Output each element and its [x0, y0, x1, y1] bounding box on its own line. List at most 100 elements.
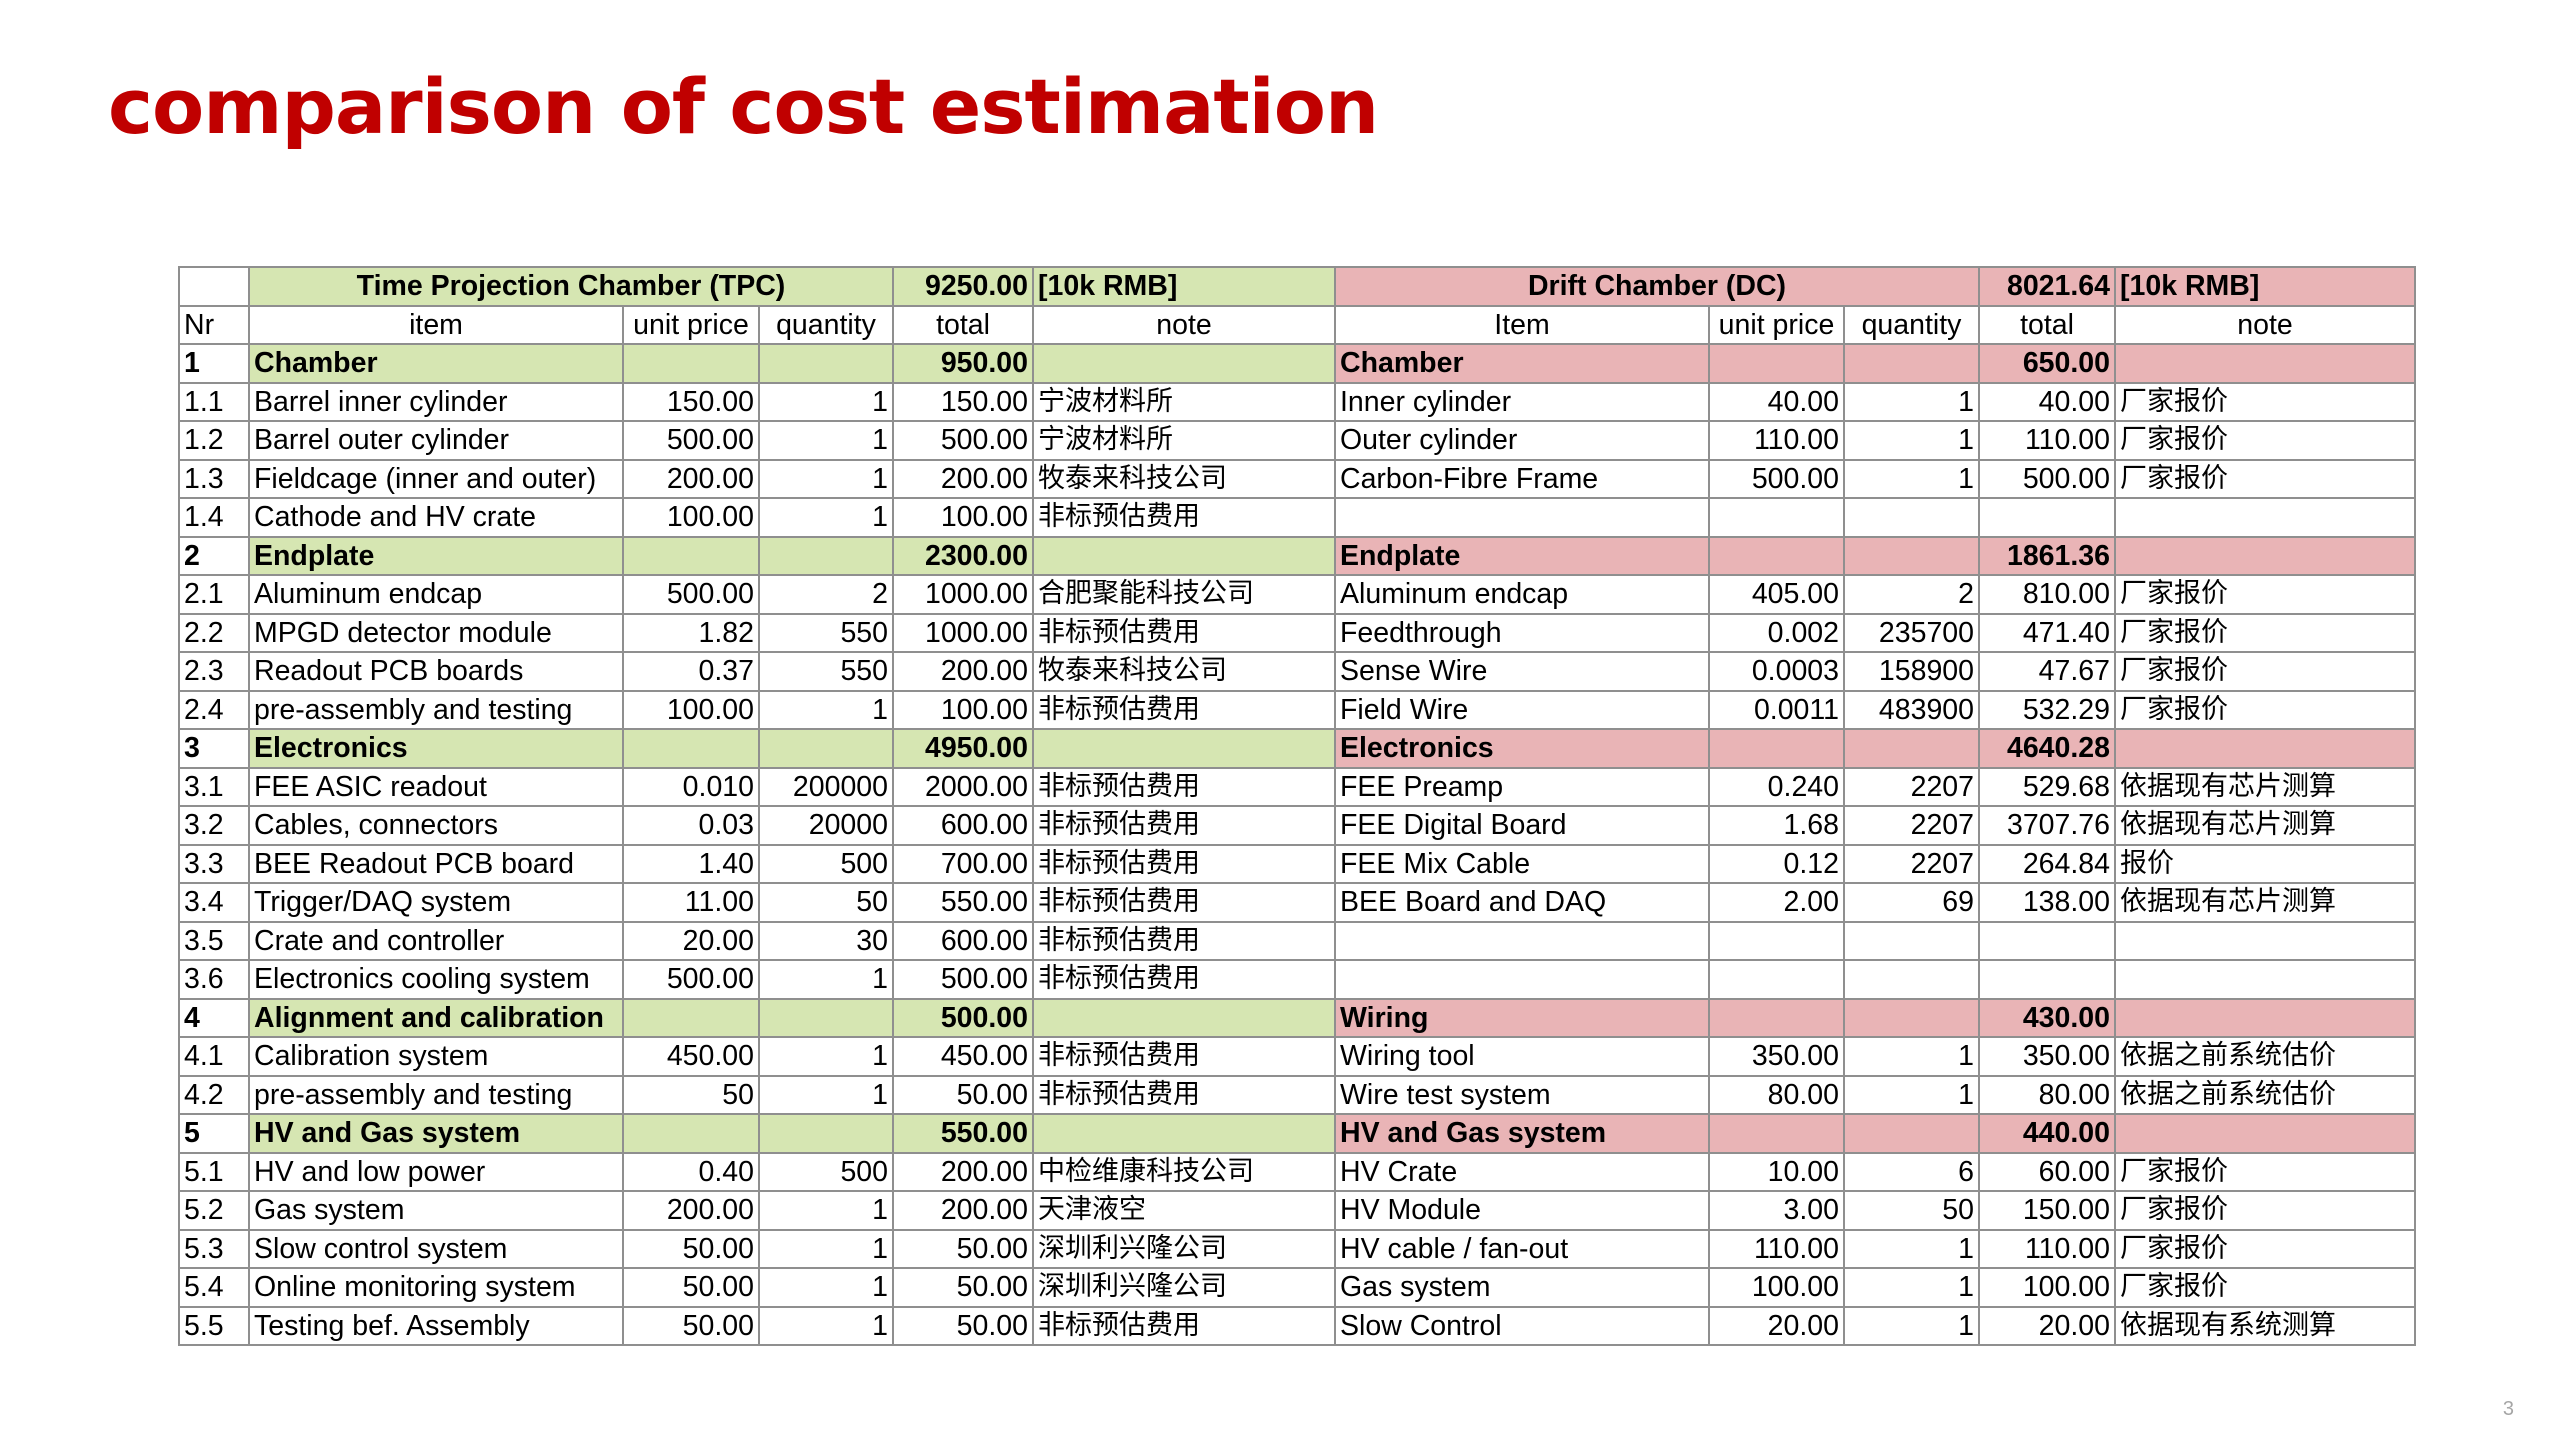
dc-total-cell: 110.00 — [1978, 1228, 2116, 1269]
row-number: 5.3 — [178, 1228, 250, 1269]
dc-quantity-cell: 2207 — [1843, 766, 1980, 807]
dc-item-cell: Field Wire — [1334, 689, 1710, 730]
dc-total-cell: 529.68 — [1978, 766, 2116, 807]
dc-item-cell: Gas system — [1334, 1267, 1710, 1308]
tpc-note-cell: 非标预估费用 — [1032, 766, 1336, 807]
tpc-item-cell: Electronics — [248, 728, 624, 769]
dc-quantity-cell: 6 — [1843, 1151, 1980, 1192]
dc-unit: [10k RMB] — [2114, 266, 2416, 307]
dc-item-cell: Wiring tool — [1334, 1036, 1710, 1077]
dc-item-cell: HV Crate — [1334, 1151, 1710, 1192]
dc-item-cell — [1334, 920, 1710, 961]
tpc-unit-price-cell: 20.00 — [622, 920, 760, 961]
tpc-unit-price-cell: 500.00 — [622, 420, 760, 461]
dc-quantity-cell: 1 — [1843, 420, 1980, 461]
dc-quantity-cell: 1 — [1843, 1305, 1980, 1346]
tpc-note-cell — [1032, 1113, 1336, 1154]
tpc-total-cell: 150.00 — [892, 381, 1034, 422]
tpc-note-cell: 非标预估费用 — [1032, 1036, 1336, 1077]
tpc-note-cell: 牧泰来科技公司 — [1032, 651, 1336, 692]
tpc-quantity-cell: 200000 — [758, 766, 894, 807]
table-row: 5.3 Slow control system 50.00 1 50.00 深圳利兴隆公司… — [178, 1228, 2416, 1269]
tpc-note-cell — [1032, 997, 1336, 1038]
dc-total-cell: 500.00 — [1978, 458, 2116, 499]
tpc-item-cell: Trigger/DAQ system — [248, 882, 624, 923]
table-section-row: 1 Chamber 950.00 Chamber 650.00 — [178, 343, 2416, 384]
tpc-note-cell: 非标预估费用 — [1032, 805, 1336, 846]
dc-total-cell: 440.00 — [1978, 1113, 2116, 1154]
table-row: 3.2 Cables, connectors 0.03 20000 600.00 非标预估… — [178, 805, 2416, 846]
system-header-row: Time Projection Chamber (TPC) 9250.00 [1… — [178, 266, 2416, 307]
dc-total-cell: 40.00 — [1978, 381, 2116, 422]
tpc-total-cell: 200.00 — [892, 458, 1034, 499]
tpc-item-cell: Alignment and calibration — [248, 997, 624, 1038]
dc-unit-price-cell — [1708, 497, 1845, 538]
tpc-item-cell: pre-assembly and testing — [248, 689, 624, 730]
dc-total-cell: 3707.76 — [1978, 805, 2116, 846]
dc-quantity-cell: 50 — [1843, 1190, 1980, 1231]
dc-total-cell — [1978, 920, 2116, 961]
row-number: 5.2 — [178, 1190, 250, 1231]
dc-item-cell: Slow Control — [1334, 1305, 1710, 1346]
tpc-quantity-cell — [758, 997, 894, 1038]
tpc-quantity-cell: 500 — [758, 843, 894, 884]
tpc-note-cell: 非标预估费用 — [1032, 882, 1336, 923]
tpc-total-cell: 50.00 — [892, 1305, 1034, 1346]
tpc-note-cell: 宁波材料所 — [1032, 381, 1336, 422]
dc-item-cell: Electronics — [1334, 728, 1710, 769]
table-row: 4.2 pre-assembly and testing 50 1 50.00 非标预估费… — [178, 1074, 2416, 1115]
dc-unit-price-cell: 1.68 — [1708, 805, 1845, 846]
tpc-total-cell: 950.00 — [892, 343, 1034, 384]
tpc-note-cell: 非标预估费用 — [1032, 497, 1336, 538]
table-section-row: 2 Endplate 2300.00 Endplate 1861.36 — [178, 535, 2416, 576]
tpc-quantity-cell — [758, 1113, 894, 1154]
column-header-dc-item: Item — [1334, 304, 1710, 345]
tpc-total-cell: 200.00 — [892, 1190, 1034, 1231]
dc-note-cell: 厂家报价 — [2114, 689, 2416, 730]
tpc-quantity-cell: 1 — [758, 420, 894, 461]
table-row: 3.3 BEE Readout PCB board 1.40 500 700.00 非标预… — [178, 843, 2416, 884]
dc-system-name: Drift Chamber (DC) — [1334, 266, 1980, 307]
dc-item-cell: BEE Board and DAQ — [1334, 882, 1710, 923]
tpc-note-cell: 非标预估费用 — [1032, 1074, 1336, 1115]
tpc-note-cell — [1032, 343, 1336, 384]
row-number: 1.2 — [178, 420, 250, 461]
row-number: 3.3 — [178, 843, 250, 884]
column-header-dc-unit-price: unit price — [1708, 304, 1845, 345]
tpc-total-cell: 2000.00 — [892, 766, 1034, 807]
slide-title: comparison of cost estimation — [108, 62, 1379, 151]
tpc-unit-price-cell: 50.00 — [622, 1267, 760, 1308]
dc-quantity-cell — [1843, 728, 1980, 769]
tpc-quantity-cell: 1 — [758, 1036, 894, 1077]
tpc-total-cell: 200.00 — [892, 1151, 1034, 1192]
tpc-item-cell: Cathode and HV crate — [248, 497, 624, 538]
tpc-quantity-cell: 500 — [758, 1151, 894, 1192]
tpc-quantity-cell — [758, 343, 894, 384]
dc-unit-price-cell: 405.00 — [1708, 574, 1845, 615]
tpc-total-cell: 50.00 — [892, 1228, 1034, 1269]
dc-total-cell: 20.00 — [1978, 1305, 2116, 1346]
dc-unit-price-cell: 110.00 — [1708, 1228, 1845, 1269]
dc-total-cell: 110.00 — [1978, 420, 2116, 461]
dc-note-cell: 依据现有系统测算 — [2114, 1305, 2416, 1346]
column-header-tpc-unit-price: unit price — [622, 304, 760, 345]
tpc-note-cell: 非标预估费用 — [1032, 1305, 1336, 1346]
tpc-unit-price-cell: 1.40 — [622, 843, 760, 884]
row-number: 3.2 — [178, 805, 250, 846]
table-row: 1.1 Barrel inner cylinder 150.00 1 150.00 宁波材… — [178, 381, 2416, 422]
dc-total-cell: 810.00 — [1978, 574, 2116, 615]
dc-unit-price-cell: 110.00 — [1708, 420, 1845, 461]
tpc-note-cell: 天津液空 — [1032, 1190, 1336, 1231]
tpc-item-cell: Aluminum endcap — [248, 574, 624, 615]
tpc-unit-price-cell: 0.37 — [622, 651, 760, 692]
dc-note-cell: 厂家报价 — [2114, 1190, 2416, 1231]
dc-unit-price-cell: 80.00 — [1708, 1074, 1845, 1115]
column-header-tpc-item: item — [248, 304, 624, 345]
dc-total-cell: 150.00 — [1978, 1190, 2116, 1231]
column-header-dc-note: note — [2114, 304, 2416, 345]
dc-unit-price-cell: 3.00 — [1708, 1190, 1845, 1231]
tpc-quantity-cell: 1 — [758, 959, 894, 1000]
row-number: 5 — [178, 1113, 250, 1154]
table-section-row: 4 Alignment and calibration 500.00 Wiring 43… — [178, 997, 2416, 1038]
row-number: 5.5 — [178, 1305, 250, 1346]
